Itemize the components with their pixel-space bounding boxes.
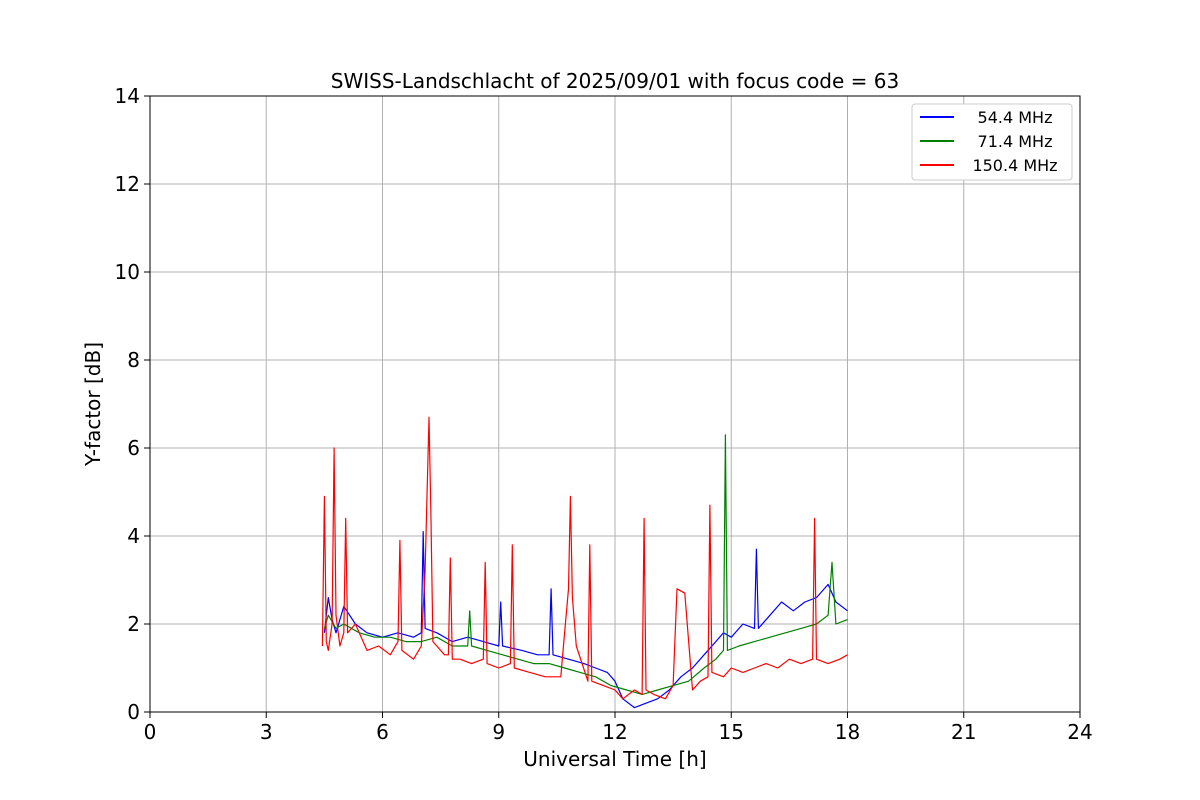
series-line-1	[323, 530, 848, 709]
y-tick-label: 10	[115, 260, 140, 284]
x-tick-label: 0	[144, 720, 157, 744]
series-line-3	[321, 416, 848, 700]
x-tick-label: 21	[951, 720, 976, 744]
y-tick-label: 12	[115, 172, 140, 196]
y-tick-label: 14	[115, 84, 140, 108]
legend-label: 150.4 MHz	[972, 156, 1057, 175]
y-tick-label: 0	[127, 700, 140, 724]
x-tick-label: 24	[1067, 720, 1092, 744]
y-tick-label: 6	[127, 436, 140, 460]
legend-label: 71.4 MHz	[978, 132, 1053, 151]
x-tick-label: 12	[602, 720, 627, 744]
y-tick-label: 4	[127, 524, 140, 548]
y-tick-label: 2	[127, 612, 140, 636]
y-axis-label: Y-factor [dB]	[81, 342, 105, 467]
x-tick-label: 9	[492, 720, 505, 744]
chart-title: SWISS-Landschlacht of 2025/09/01 with fo…	[331, 69, 899, 93]
x-tick-label: 15	[719, 720, 744, 744]
x-tick-label: 3	[260, 720, 273, 744]
plot-area	[321, 416, 848, 709]
x-axis-label: Universal Time [h]	[523, 747, 706, 771]
x-tick-label: 6	[376, 720, 389, 744]
y-tick-label: 8	[127, 348, 140, 372]
x-tick-label: 18	[835, 720, 860, 744]
series-line-2	[323, 434, 848, 696]
legend: 54.4 MHz 71.4 MHz 150.4 MHz	[911, 103, 1073, 181]
legend-box	[911, 103, 1073, 181]
legend-label: 54.4 MHz	[978, 108, 1053, 127]
